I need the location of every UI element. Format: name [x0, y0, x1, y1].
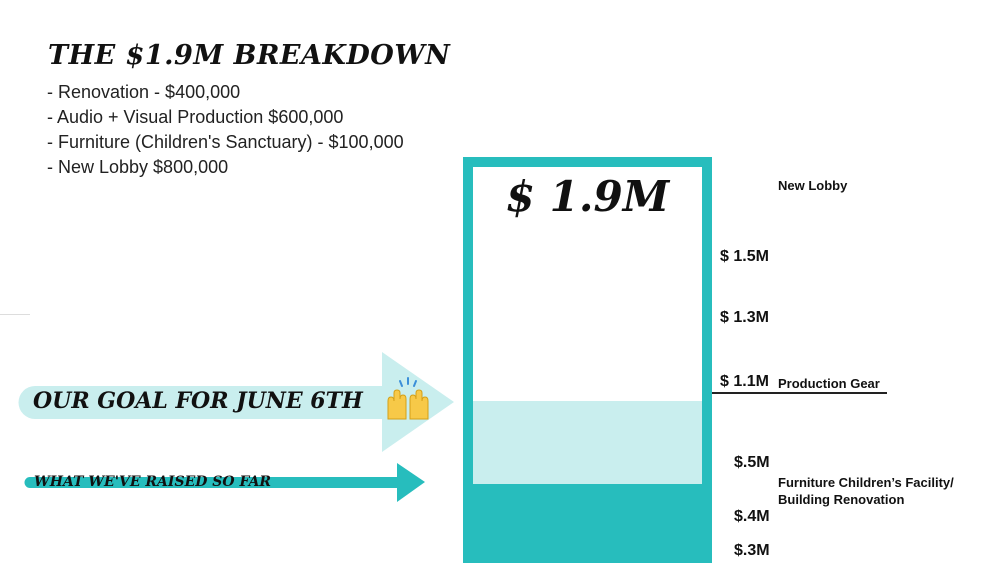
page-title: THE $1.9M BREAKDOWN: [48, 40, 451, 71]
breakdown-list: - Renovation - $400,000 - Audio + Visual…: [47, 80, 404, 180]
category-production-gear: Production Gear: [778, 376, 880, 391]
breakdown-item-furniture: - Furniture (Children's Sanctuary) - $10…: [47, 132, 404, 152]
breakdown-item-renovation: - Renovation - $400,000: [47, 82, 241, 102]
thermometer-total-label: $ 1.9M: [505, 172, 670, 221]
raised-arrow-label: WHAT WE'VE RAISED SO FAR: [34, 474, 272, 490]
category-furniture-line2: Building Renovation: [778, 492, 905, 507]
scale-label-0-4m: $.4M: [734, 508, 770, 525]
raising-hands-icon: [387, 377, 429, 420]
goal-arrow-label: OUR GOAL FOR JUNE 6TH: [33, 388, 363, 414]
divider: [0, 314, 30, 315]
scale-label-1-3m: $ 1.3M: [720, 309, 769, 326]
raised-arrow: [24, 463, 425, 502]
goal-arrow: [18, 352, 455, 452]
thermometer-goal-fill: [473, 401, 702, 484]
breakdown-item-new-lobby: - New Lobby $800,000: [47, 157, 229, 177]
scale-label-0-5m: $.5M: [734, 454, 770, 471]
thermometer-raised-fill: [473, 484, 702, 563]
scale-label-1-1m: $ 1.1M: [720, 373, 769, 390]
production-gear-marker-line: [712, 392, 887, 394]
scale-label-0-3m: $.3M: [734, 542, 770, 559]
category-new-lobby: New Lobby: [778, 178, 848, 193]
scale-label-1-5m: $ 1.5M: [720, 248, 769, 265]
breakdown-item-audio-visual: - Audio + Visual Production $600,000: [47, 107, 344, 127]
category-furniture-line1: Furniture Children’s Facility/: [778, 475, 954, 490]
